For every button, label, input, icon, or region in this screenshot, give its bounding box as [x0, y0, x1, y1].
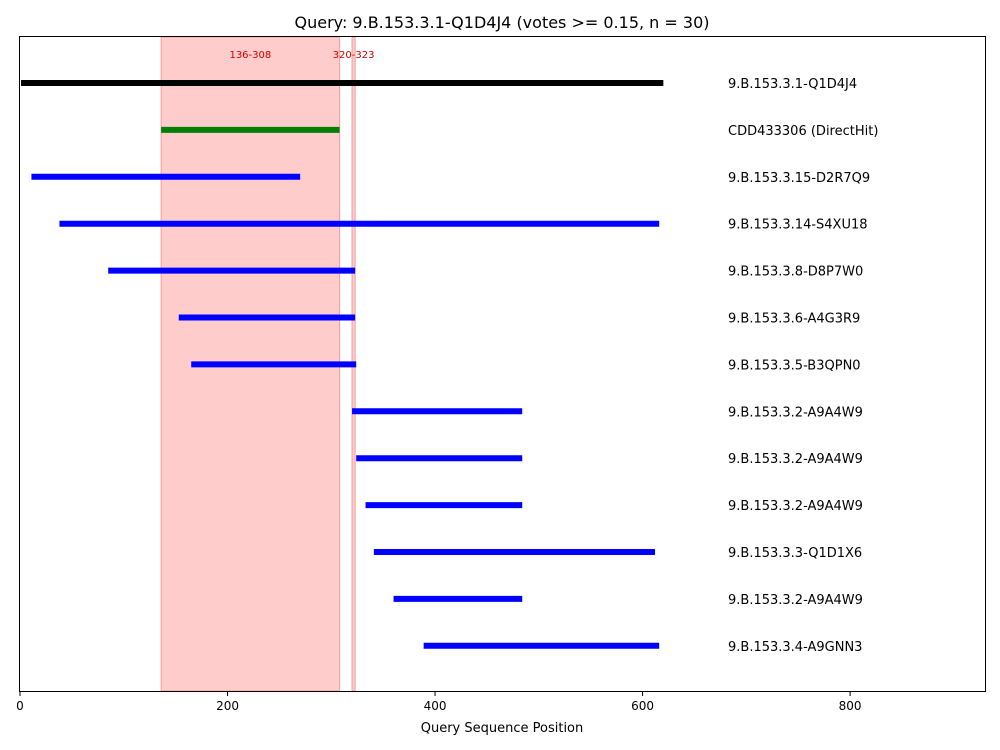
x-axis-label: Query Sequence Position — [421, 721, 584, 736]
row-label: 9.B.153.3.3-Q1D1X6 — [728, 546, 862, 561]
x-tick-label: 400 — [424, 699, 447, 713]
x-tick-label: 200 — [216, 699, 239, 713]
plot-frame — [19, 36, 986, 692]
row-label: 9.B.153.3.8-D8P7W0 — [728, 265, 863, 280]
x-tick-label: 600 — [631, 699, 654, 713]
row-label: 9.B.153.3.15-D2R7Q9 — [728, 171, 870, 186]
region-label: 320-323 — [333, 50, 375, 61]
row-label: 9.B.153.3.4-A9GNN3 — [728, 640, 862, 655]
row-label: 9.B.153.3.14-S4XU18 — [728, 218, 868, 233]
row-label: 9.B.153.3.6-A4G3R9 — [728, 312, 860, 327]
x-axis: 0 200 400 600 800 — [16, 691, 862, 713]
row-label: 9.B.153.3.1-Q1D4J4 — [728, 77, 857, 92]
row-label: 9.B.153.3.5-B3QPN0 — [728, 358, 861, 373]
row-labels: 9.B.153.3.1-Q1D4J4 CDD433306 (DirectHit) 9… — [728, 77, 878, 655]
x-tick-label: 0 — [16, 699, 24, 713]
row-label: 9.B.153.3.2-A9A4W9 — [728, 405, 863, 420]
row-label: 9.B.153.3.2-A9A4W9 — [728, 452, 863, 467]
alignment-bars — [21, 80, 664, 649]
row-label: 9.B.153.3.2-A9A4W9 — [728, 499, 863, 514]
region-label: 136-308 — [229, 50, 271, 61]
row-label: 9.B.153.3.2-A9A4W9 — [728, 593, 863, 608]
row-label: CDD433306 (DirectHit) — [728, 124, 878, 139]
x-tick-label: 800 — [839, 699, 862, 713]
chart-title: Query: 9.B.153.3.1-Q1D4J4 (votes >= 0.15… — [294, 13, 709, 32]
